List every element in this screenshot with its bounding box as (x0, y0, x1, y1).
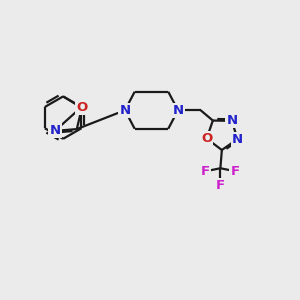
Text: N: N (119, 104, 130, 117)
Text: N: N (232, 133, 243, 146)
Text: O: O (201, 132, 212, 145)
Text: F: F (201, 165, 210, 178)
Text: N: N (172, 104, 184, 117)
Text: O: O (76, 101, 88, 114)
Text: F: F (216, 179, 225, 192)
Text: F: F (230, 165, 240, 178)
Text: N: N (50, 124, 61, 137)
Text: N: N (226, 114, 237, 128)
